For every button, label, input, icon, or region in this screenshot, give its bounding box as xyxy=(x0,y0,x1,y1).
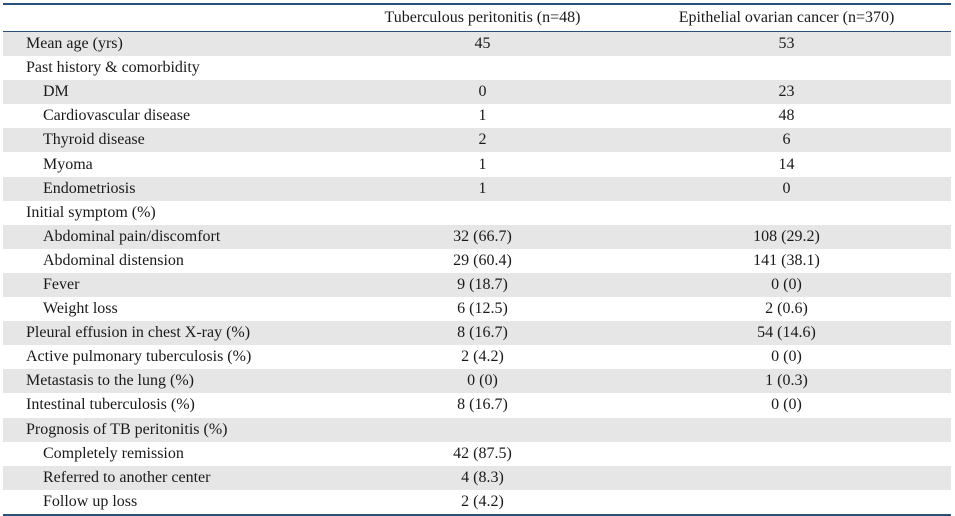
table-row: Abdominal pain/discomfort 32 (66.7) 108 (2… xyxy=(3,224,951,249)
cell-tuberculous-peritonitis: 8 (16.7) xyxy=(457,396,508,414)
cell-tuberculous-peritonitis: 2 xyxy=(478,131,487,149)
row-label: Active pulmonary tuberculosis (%) xyxy=(26,348,252,366)
table-row: Thyroid disease 2 6 xyxy=(3,128,951,153)
cell-tuberculous-peritonitis: 29 (60.4) xyxy=(453,251,512,269)
row-label: Thyroid disease xyxy=(43,131,145,149)
row-label: Initial symptom (%) xyxy=(26,203,156,221)
row-label: Prognosis of TB peritonitis (%) xyxy=(26,420,228,438)
row-label: Weight loss xyxy=(43,300,118,318)
row-label: Mean age (yrs) xyxy=(26,35,123,53)
cell-epithelial-ovarian-cancer: 48 xyxy=(778,107,795,125)
cell-epithelial-ovarian-cancer: 0 (0) xyxy=(771,396,802,414)
header-tuberculous-peritonitis: Tuberculous peritonitis (n=48) xyxy=(384,9,581,26)
cell-tuberculous-peritonitis: 2 (4.2) xyxy=(461,348,504,366)
cell-epithelial-ovarian-cancer: 14 xyxy=(778,155,795,173)
cell-epithelial-ovarian-cancer: 53 xyxy=(778,35,795,53)
row-label: Referred to another center xyxy=(43,468,211,486)
cell-epithelial-ovarian-cancer: 6 xyxy=(782,131,791,149)
cell-tuberculous-peritonitis: 6 (12.5) xyxy=(457,300,508,318)
cell-tuberculous-peritonitis: 45 xyxy=(474,35,491,53)
row-label: Follow up loss xyxy=(43,492,138,510)
table-row: Prognosis of TB peritonitis (%) xyxy=(3,417,951,442)
table-row: Cardiovascular disease 1 48 xyxy=(3,104,951,128)
table-row: Completely remission 42 (87.5) xyxy=(3,442,951,466)
table-row: Initial symptom (%) xyxy=(3,201,951,225)
cell-epithelial-ovarian-cancer: 0 (0) xyxy=(771,275,802,293)
cell-epithelial-ovarian-cancer: 23 xyxy=(778,83,795,101)
cell-epithelial-ovarian-cancer: 141 (38.1) xyxy=(753,251,820,269)
cell-tuberculous-peritonitis: 2 (4.2) xyxy=(461,492,504,510)
row-label: DM xyxy=(43,83,69,101)
row-label: Fever xyxy=(43,275,80,293)
table-row: Active pulmonary tuberculosis (%) 2 (4.2)… xyxy=(3,345,951,369)
cell-epithelial-ovarian-cancer: 0 xyxy=(782,179,791,197)
cell-epithelial-ovarian-cancer: 0 (0) xyxy=(771,348,802,366)
row-label: Endometriosis xyxy=(43,179,136,197)
table-row: Myoma 1 14 xyxy=(3,152,951,176)
cell-tuberculous-peritonitis: 4 (8.3) xyxy=(461,468,504,486)
row-label: Intestinal tuberculosis (%) xyxy=(26,396,195,414)
cell-tuberculous-peritonitis: 8 (16.7) xyxy=(457,324,508,342)
table-header-row: Tuberculous peritonitis (n=48) Epithelia… xyxy=(3,5,951,32)
row-label: Past history & comorbidity xyxy=(26,59,200,77)
table-row: Intestinal tuberculosis (%) 8 (16.7) 0 (0) xyxy=(3,393,951,417)
row-label: Metastasis to the lung (%) xyxy=(26,372,194,390)
table-row: Metastasis to the lung (%) 0 (0) 1 (0.3) xyxy=(3,369,951,394)
table-row: Pleural effusion in chest X-ray (%) 8 (16… xyxy=(3,321,951,346)
cell-tuberculous-peritonitis: 1 xyxy=(478,155,487,173)
table-row: Referred to another center 4 (8.3) xyxy=(3,465,951,490)
row-label: Abdominal distension xyxy=(43,251,184,269)
table-row: Past history & comorbidity xyxy=(3,56,951,80)
row-label: Myoma xyxy=(43,155,93,173)
table-row: Mean age (yrs) 45 53 xyxy=(3,32,951,57)
cell-epithelial-ovarian-cancer: 54 (14.6) xyxy=(757,324,816,342)
cell-tuberculous-peritonitis: 42 (87.5) xyxy=(453,444,512,462)
table-row: Abdominal distension 29 (60.4) 141 (38.1) xyxy=(3,249,951,273)
table-row: Follow up loss 2 (4.2) xyxy=(3,490,951,514)
cell-epithelial-ovarian-cancer: 2 (0.6) xyxy=(765,300,808,318)
cell-tuberculous-peritonitis: 1 xyxy=(478,107,487,125)
row-label: Cardiovascular disease xyxy=(43,107,191,125)
row-label: Pleural effusion in chest X-ray (%) xyxy=(26,324,251,342)
row-label: Completely remission xyxy=(43,444,184,462)
cell-tuberculous-peritonitis: 1 xyxy=(478,179,487,197)
header-epithelial-ovarian-cancer: Epithelial ovarian cancer (n=370) xyxy=(678,9,895,26)
cell-tuberculous-peritonitis: 32 (66.7) xyxy=(453,227,512,245)
row-label: Abdominal pain/discomfort xyxy=(43,227,221,245)
table-row: Fever 9 (18.7) 0 (0) xyxy=(3,272,951,298)
cell-tuberculous-peritonitis: 0 xyxy=(478,83,487,101)
table-row: Endometriosis 1 0 xyxy=(3,176,951,201)
cell-tuberculous-peritonitis: 9 (18.7) xyxy=(457,275,508,293)
cell-epithelial-ovarian-cancer: 108 (29.2) xyxy=(753,227,820,245)
comparison-table: Tuberculous peritonitis (n=48) Epithelia… xyxy=(3,3,951,516)
table-row: DM 0 23 xyxy=(3,80,951,105)
table-top-rule xyxy=(3,3,951,5)
table-row: Weight loss 6 (12.5) 2 (0.6) xyxy=(3,297,951,321)
cell-tuberculous-peritonitis: 0 (0) xyxy=(467,372,498,390)
table-body: Mean age (yrs) 45 53 Past history & comorbi… xyxy=(3,32,951,514)
cell-epithelial-ovarian-cancer: 1 (0.3) xyxy=(765,372,808,390)
